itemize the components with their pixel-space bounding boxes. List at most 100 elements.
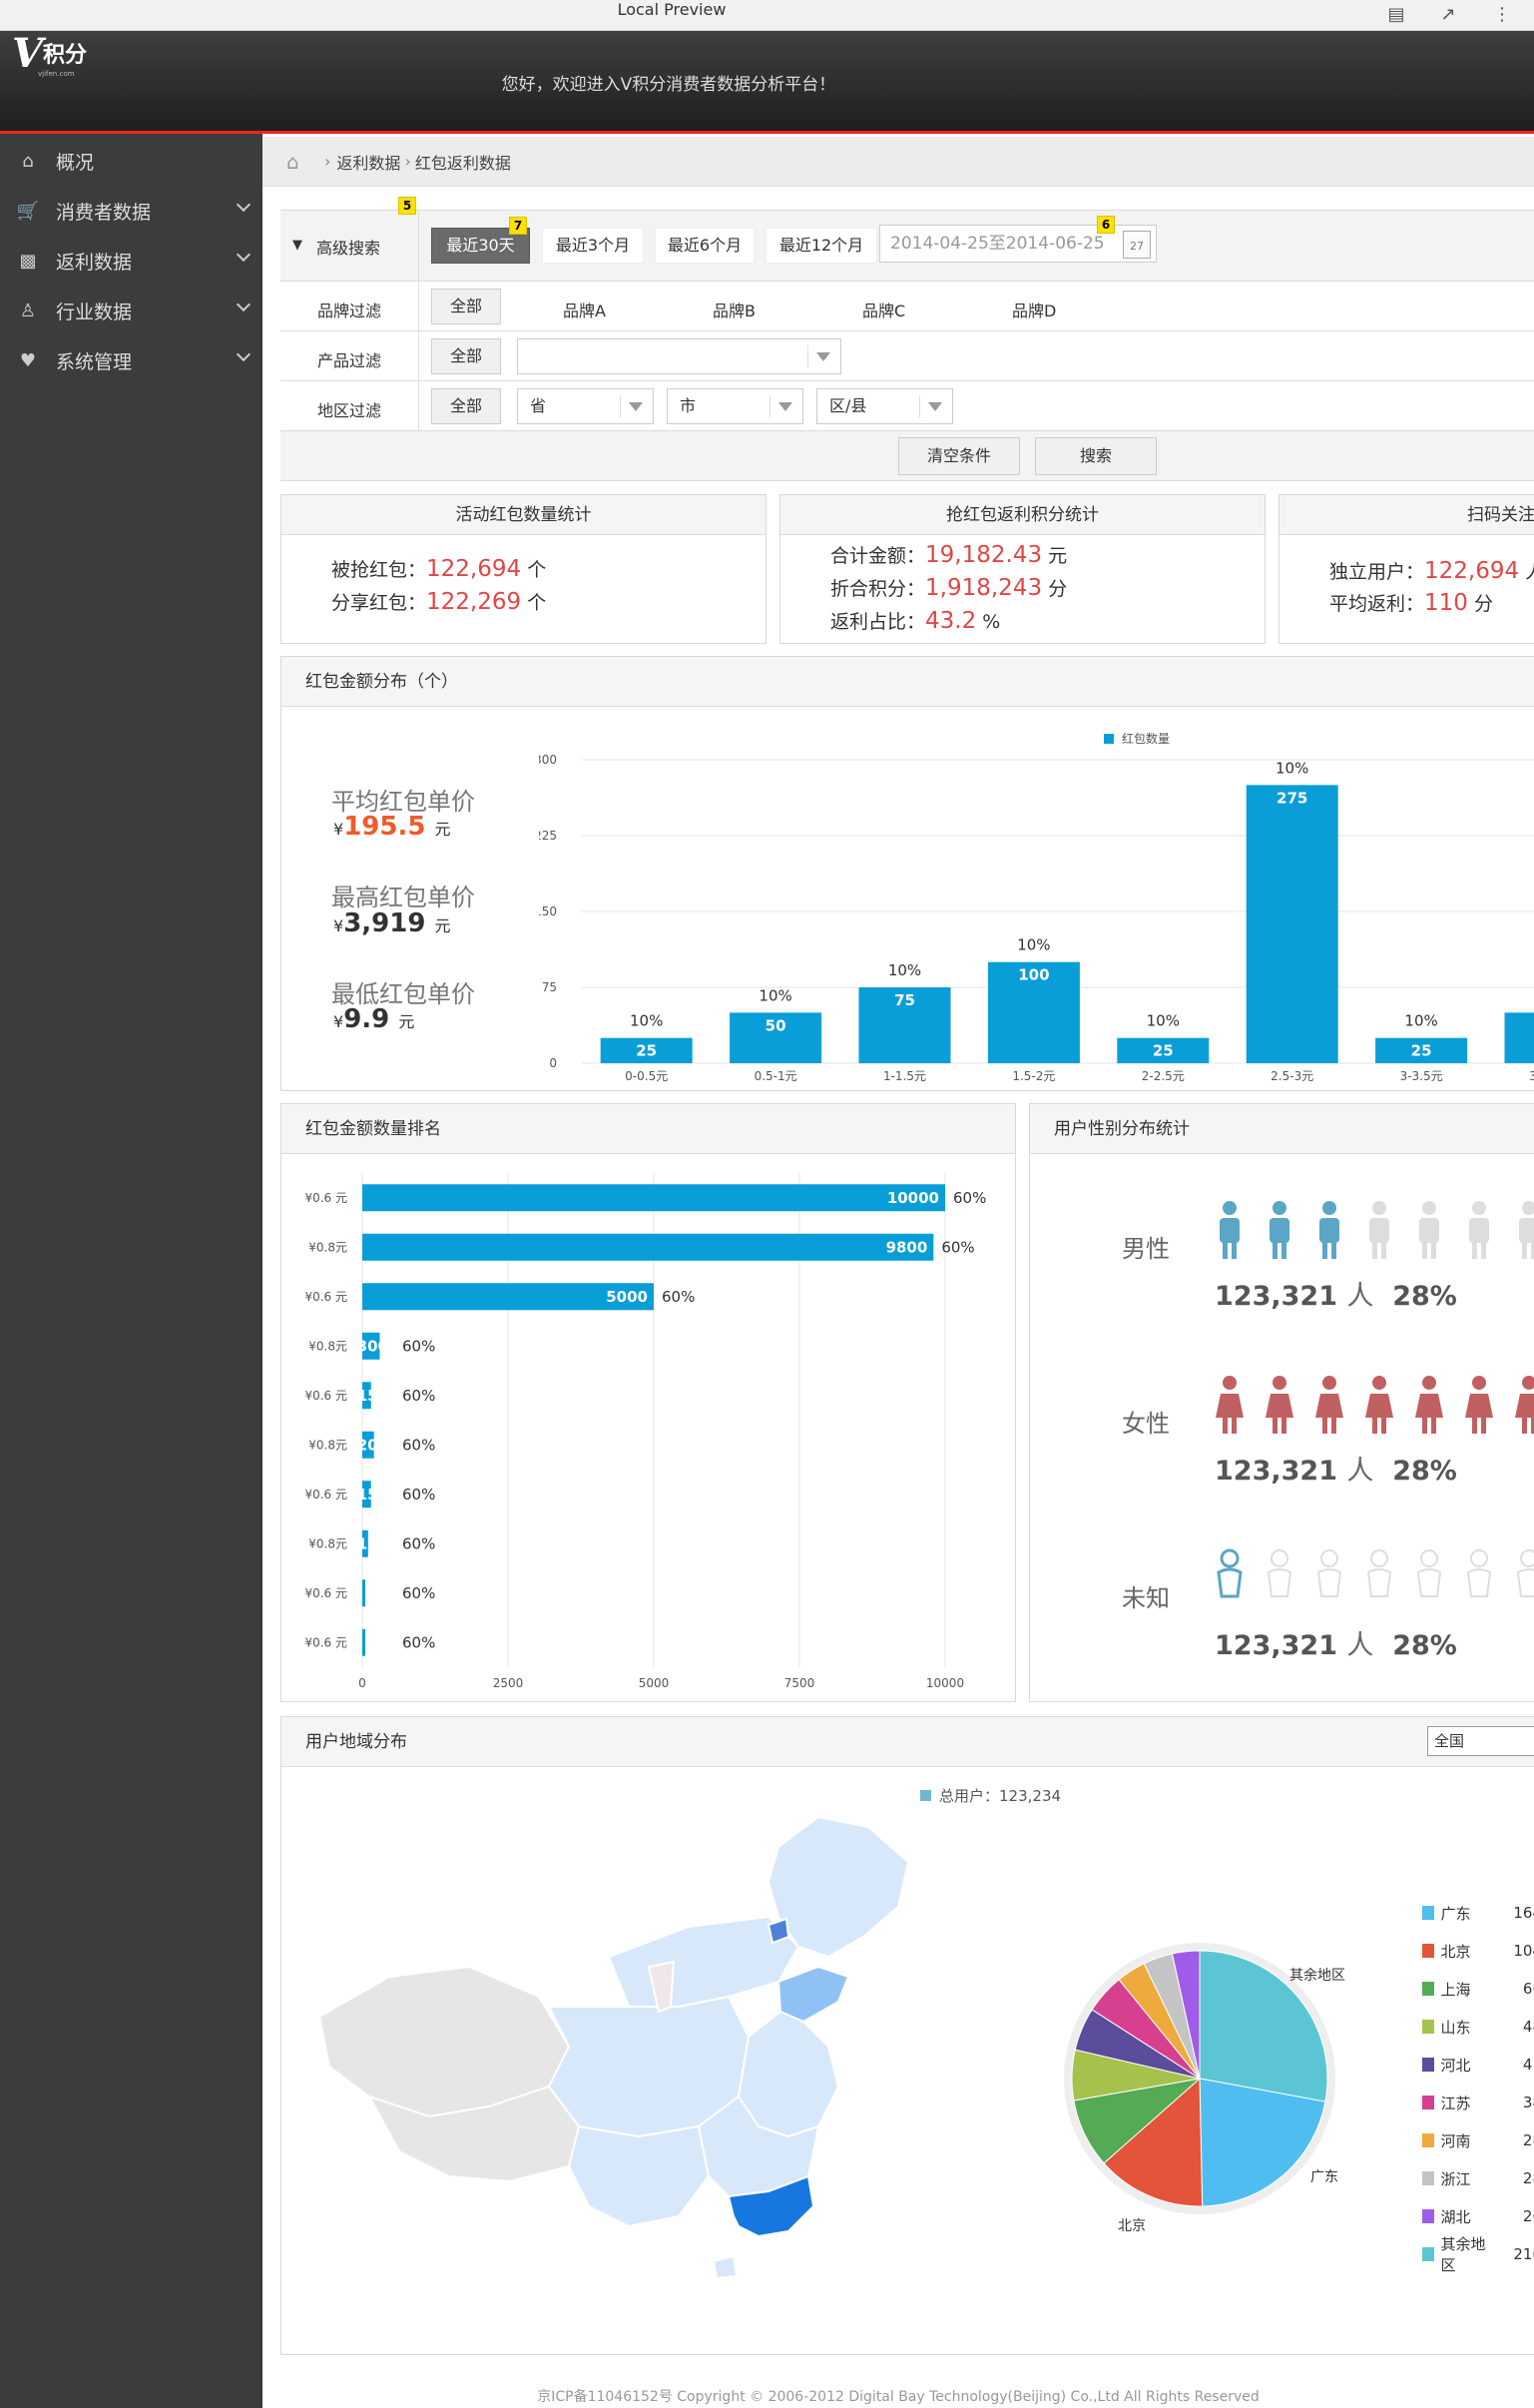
district-select[interactable]: 区/县 — [816, 388, 953, 424]
bar-percent-label: 60% — [953, 1189, 986, 1207]
ranking-bar[interactable] — [362, 1579, 365, 1607]
ranking-bar[interactable] — [362, 1628, 365, 1656]
sidebar-item-label: 行业数据 — [56, 301, 133, 323]
time-btn-3m[interactable]: 最近3个月 — [542, 228, 644, 264]
heart-icon: ♥ — [19, 349, 37, 371]
map-region-shandong[interactable] — [776, 1965, 850, 2024]
distribution-bar[interactable] — [730, 1012, 822, 1063]
distribution-bar[interactable] — [1117, 1037, 1210, 1063]
legend-row[interactable]: 北京 104 — [1422, 1932, 1534, 1970]
distribution-bar[interactable] — [1246, 785, 1338, 1063]
gender-percent: 28% — [1392, 1456, 1457, 1487]
legend-row[interactable]: 上海 66 — [1422, 1970, 1534, 2008]
map-region-guangdong[interactable] — [727, 2174, 815, 2238]
sidebar-item-label: 返利数据 — [56, 251, 133, 274]
x-tick-label: 10000 — [926, 1676, 964, 1690]
share-icon[interactable]: ↗ — [1440, 4, 1456, 25]
legend-row[interactable]: 山东 48 — [1422, 2008, 1534, 2046]
pie-slice[interactable] — [1199, 1950, 1328, 2103]
sidebar-item-industry[interactable]: ♙ 行业数据 — [0, 286, 262, 335]
legend-row[interactable]: 浙江 28 — [1422, 2159, 1534, 2197]
legend-row[interactable]: 其余地区 210 — [1422, 2235, 1534, 2274]
product-select[interactable] — [517, 338, 841, 374]
sidebar-item-consumer[interactable]: 🛒 消费者数据 — [0, 186, 262, 236]
region-filter-label: 地区过滤 — [316, 401, 381, 420]
legend-row[interactable]: 河北 41 — [1422, 2046, 1534, 2084]
bar-percent-label: 60% — [402, 1633, 435, 1651]
more-icon[interactable]: ⋮ — [1493, 4, 1511, 25]
brand-b[interactable]: 品牌B — [713, 301, 756, 320]
ranking-bar[interactable] — [362, 1431, 374, 1459]
distribution-bar[interactable] — [858, 987, 951, 1063]
distribution-bar[interactable] — [1375, 1037, 1468, 1063]
chevron-down-icon — [236, 197, 252, 213]
stat-unit: 元 — [1048, 545, 1068, 567]
ranking-bar[interactable] — [362, 1233, 934, 1261]
pie-slice[interactable] — [1171, 1950, 1201, 2080]
legend-swatch — [1422, 2209, 1435, 2223]
map-region-hainan[interactable] — [712, 2254, 739, 2280]
date-range-input[interactable]: 2014-04-25至2014-06-25 — [879, 225, 1157, 263]
map-region-northeast[interactable] — [767, 1815, 910, 1959]
brand-d[interactable]: 品牌D — [1012, 301, 1057, 320]
region-scope-select[interactable]: 全国 — [1427, 1726, 1534, 1756]
time-btn-6m[interactable]: 最近6个月 — [655, 228, 755, 264]
stat-unit: 分 — [1473, 593, 1493, 615]
map-region-southwest[interactable] — [567, 2124, 711, 2228]
province-select[interactable]: 省 — [517, 388, 654, 424]
clear-filters-button[interactable]: 清空条件 — [898, 437, 1020, 475]
advanced-search-toggle[interactable]: 高级搜索 — [316, 239, 381, 258]
ranking-bar[interactable] — [362, 1283, 654, 1311]
ranking-bar[interactable] — [362, 1184, 945, 1212]
map-region-beijing[interactable] — [767, 1917, 790, 1945]
card-title: 活动红包数量统计 — [281, 495, 766, 535]
ranking-bar[interactable] — [362, 1332, 380, 1360]
logo[interactable]: V 积分 vjifen.com — [12, 30, 87, 79]
distribution-bar-chart: 0 75 150 225 300 红包数量 25 10% 0-0.5元 50 10% 0.5-1元 75… — [539, 731, 1534, 1083]
brand-c[interactable]: 品牌C — [862, 301, 906, 320]
legend-value: 48 — [1522, 2018, 1534, 2036]
legend-row[interactable]: 江苏 38 — [1422, 2084, 1534, 2121]
product-all-button[interactable]: 全部 — [431, 338, 501, 374]
brand-all-button[interactable]: 全部 — [431, 289, 501, 324]
calendar-icon[interactable]: 27 — [1123, 231, 1151, 259]
avg-price-value: ¥195.5 元 — [333, 812, 451, 842]
map-region-south[interactable] — [697, 2095, 820, 2198]
gender-count: 123,321 — [1215, 1630, 1337, 1661]
distribution-bar[interactable] — [987, 961, 1080, 1063]
woman-icon — [1216, 1376, 1244, 1434]
bar-percent-label: 60% — [402, 1337, 435, 1355]
legend-name: 江苏 — [1440, 2094, 1471, 2112]
legend-row[interactable]: 湖北 26 — [1422, 2197, 1534, 2235]
region-filter-row: 地区过滤 全部 省 市 区/县 — [280, 381, 1534, 431]
home-icon[interactable]: ⌂ — [286, 149, 299, 174]
region-all-button[interactable]: 全部 — [431, 388, 501, 424]
city-select[interactable]: 市 — [667, 388, 803, 424]
bar-percent-label: 60% — [402, 1436, 435, 1454]
legend-row[interactable]: 广东 164 — [1422, 1894, 1534, 1932]
legend-swatch — [1422, 2171, 1435, 2185]
pie-slice[interactable] — [1199, 2078, 1326, 2207]
map-region-gansu[interactable] — [647, 1960, 676, 2014]
breadcrumb-item-rebate[interactable]: 返利数据 — [336, 153, 401, 173]
legend-row[interactable]: 河南 28 — [1422, 2121, 1534, 2159]
y-tick-label: ¥0.6 元 — [304, 1290, 347, 1304]
distribution-bar[interactable] — [600, 1037, 693, 1063]
distribution-bar[interactable] — [1504, 1012, 1534, 1063]
gender-people-icons — [1220, 1201, 1534, 1259]
stat-label: 平均返利： — [1329, 593, 1425, 615]
ranking-bar[interactable] — [362, 1382, 371, 1410]
time-btn-12m[interactable]: 最近12个月 — [766, 228, 877, 264]
sidebar-item-system[interactable]: ♥ 系统管理 — [0, 335, 262, 385]
ranking-bar[interactable] — [362, 1481, 371, 1508]
brand-a[interactable]: 品牌A — [563, 301, 606, 320]
pie-slice[interactable] — [1103, 2077, 1204, 2207]
woman-icon — [1365, 1376, 1393, 1434]
sidebar-item-rebate[interactable]: ▩ 返利数据 — [0, 236, 262, 286]
time-filter-row: ▼ 高级搜索 5 最近30天 7 最近3个月 最近6个月 最近12个月 2014… — [280, 197, 1534, 283]
search-button[interactable]: 搜索 — [1035, 437, 1157, 475]
ranking-bar[interactable] — [362, 1529, 368, 1557]
sidebar-item-overview[interactable]: ⌂ 概况 — [0, 136, 262, 186]
reader-icon[interactable]: ▤ — [1387, 4, 1405, 25]
gender-stat: 123,321 人 28% — [1215, 1274, 1457, 1313]
